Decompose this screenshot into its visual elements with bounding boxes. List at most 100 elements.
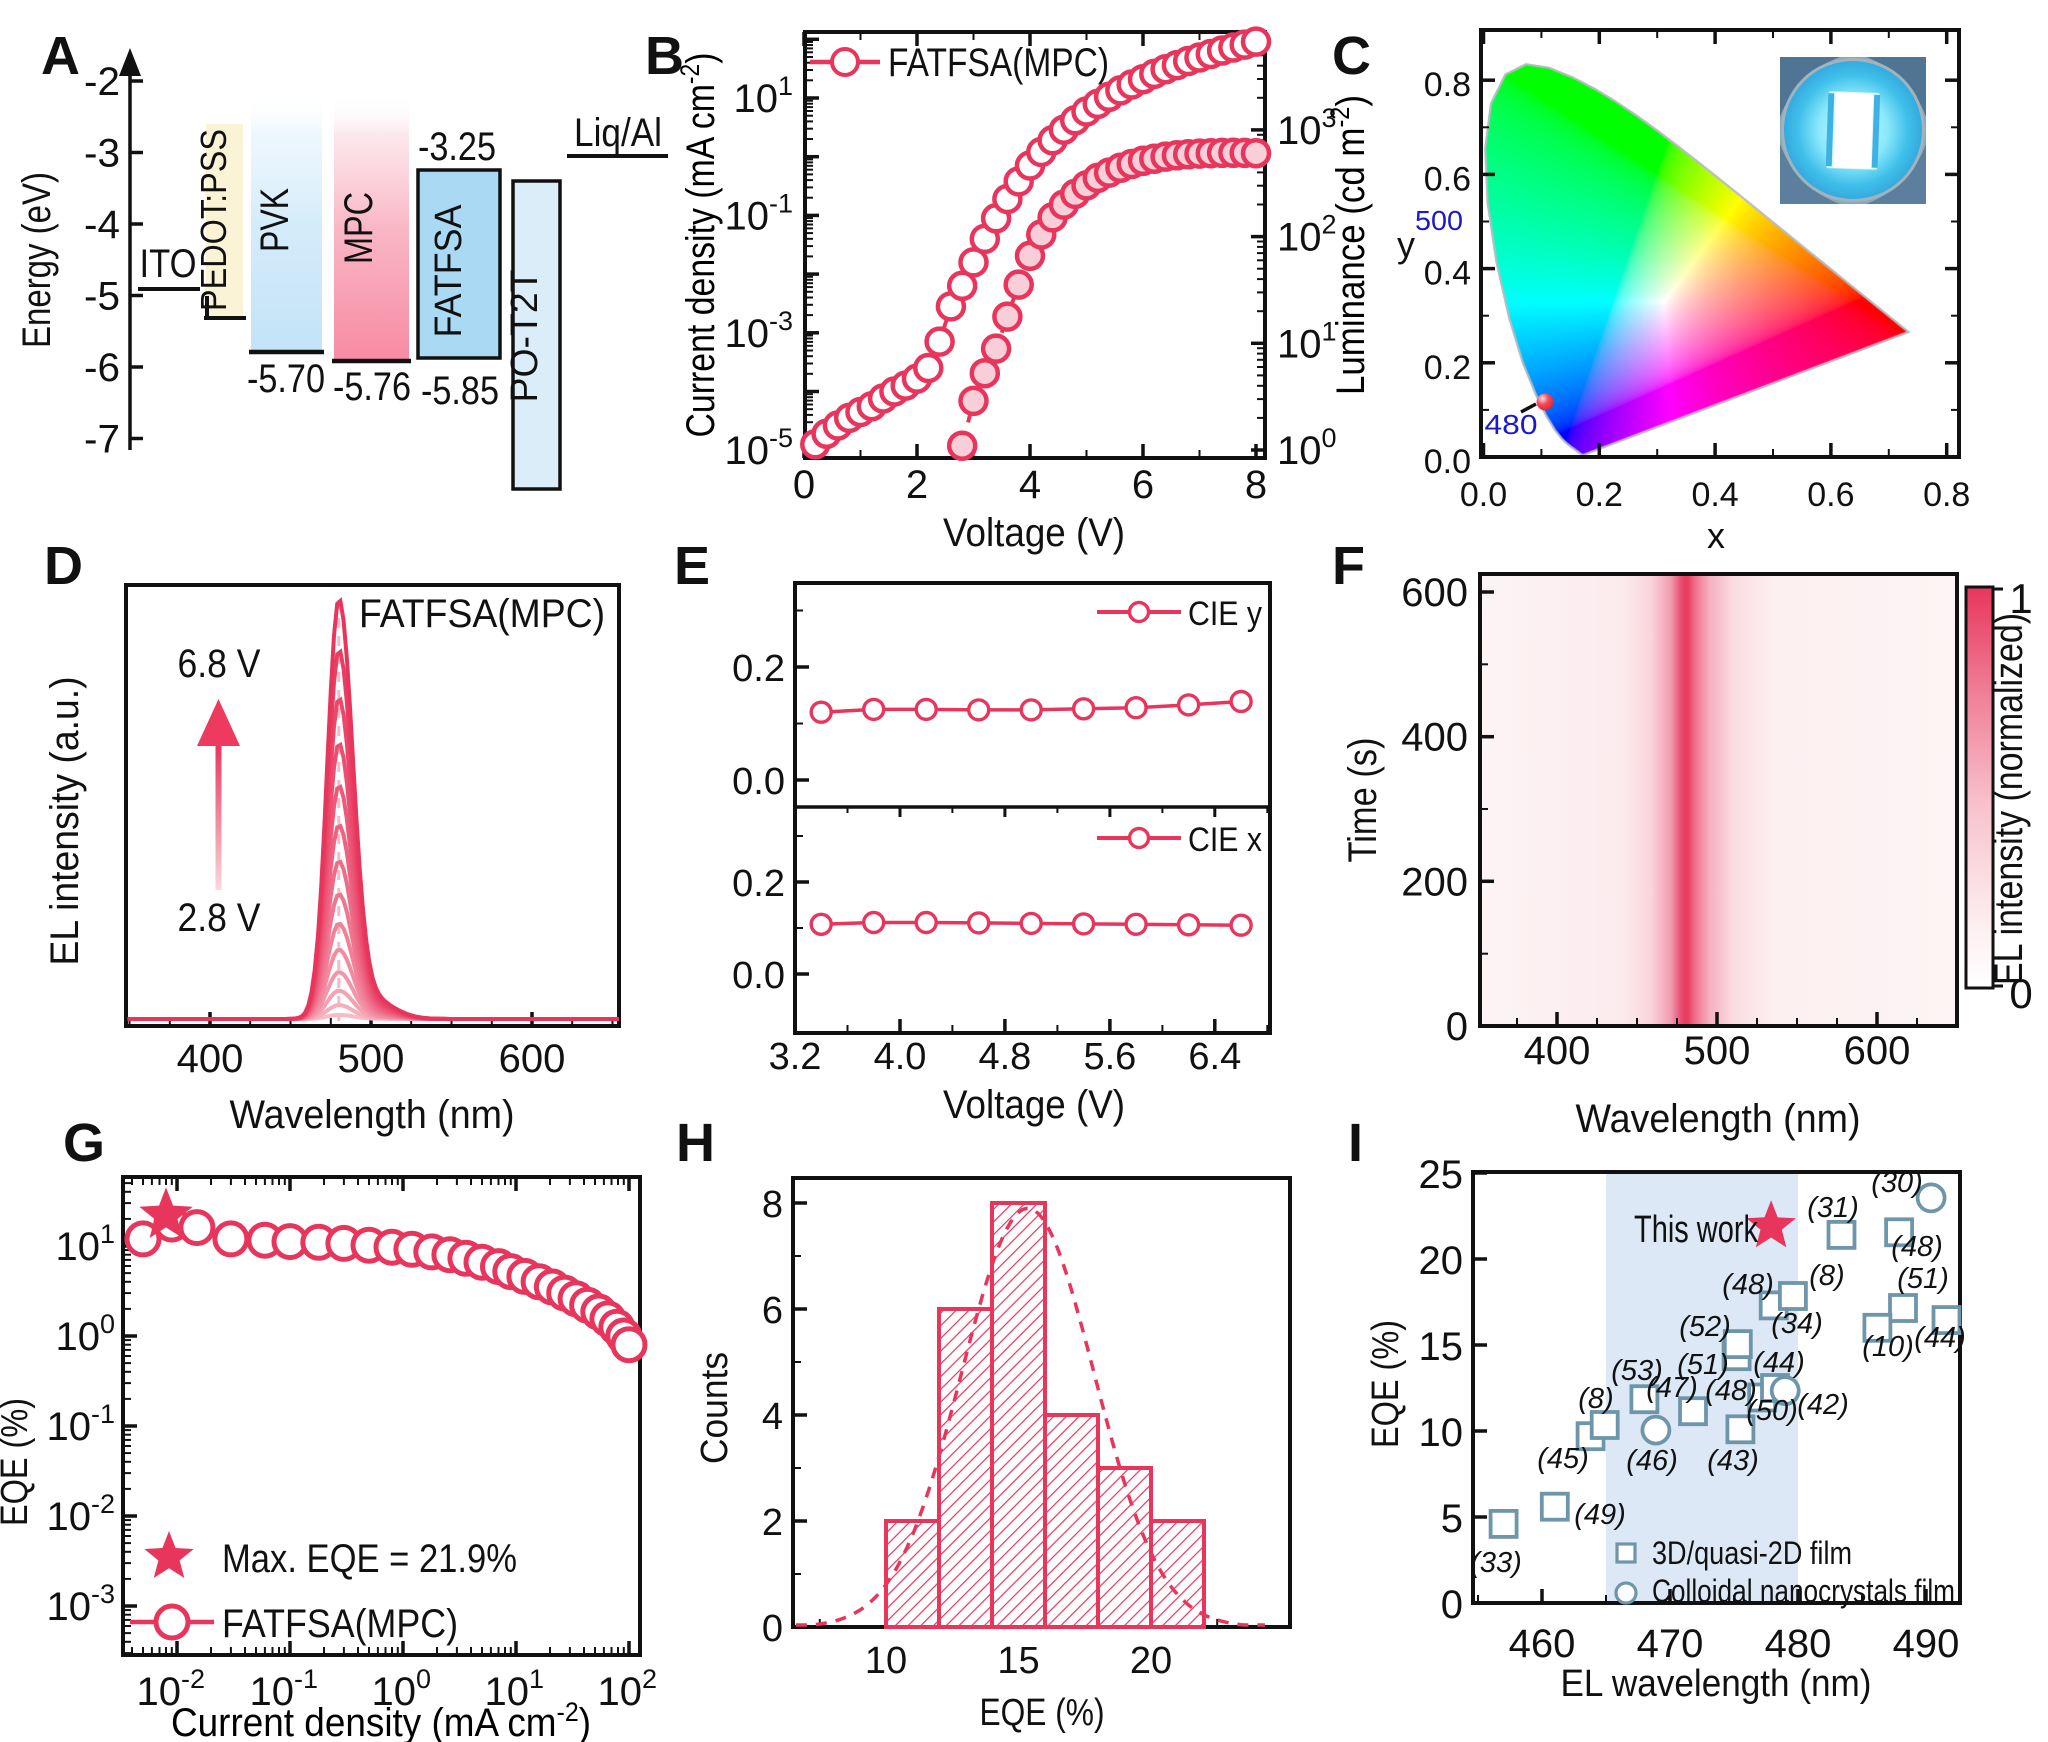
svg-text:(48): (48) <box>1722 1269 1774 1301</box>
svg-text:(46): (46) <box>1626 1445 1678 1477</box>
svg-text:CIE y: CIE y <box>1188 595 1262 633</box>
svg-text:(8): (8) <box>1809 1260 1844 1292</box>
svg-text:Time (s): Time (s) <box>1341 738 1385 863</box>
svg-text:Voltage (V): Voltage (V) <box>943 511 1125 555</box>
svg-text:600: 600 <box>499 1037 566 1081</box>
svg-text:8: 8 <box>1245 463 1267 507</box>
svg-text:2: 2 <box>762 1502 783 1544</box>
svg-text:102: 102 <box>597 1664 657 1714</box>
svg-text:(47): (47) <box>1646 1372 1698 1404</box>
svg-text:G: G <box>63 1113 105 1173</box>
svg-text:Max. EQE = 21.9%: Max. EQE = 21.9% <box>222 1537 517 1581</box>
svg-text:(48): (48) <box>1705 1375 1757 1407</box>
svg-text:EL intensity (a.u.): EL intensity (a.u.) <box>43 677 87 966</box>
svg-text:400: 400 <box>1524 1029 1591 1073</box>
svg-text:6: 6 <box>1132 463 1154 507</box>
svg-text:480: 480 <box>1485 409 1538 440</box>
svg-text:480: 480 <box>1765 1622 1832 1666</box>
svg-text:EQE (%): EQE (%) <box>980 1692 1105 1734</box>
svg-text:3D/quasi-2D film: 3D/quasi-2D film <box>1652 1535 1852 1571</box>
svg-text:Current density (mA cm-2): Current density (mA cm-2) <box>675 53 723 438</box>
svg-text:100: 100 <box>55 1309 115 1359</box>
svg-text:6.8 V: 6.8 V <box>178 642 261 686</box>
svg-text:0: 0 <box>762 1608 783 1650</box>
svg-text:-7: -7 <box>84 418 120 462</box>
svg-text:200: 200 <box>1401 860 1468 904</box>
svg-text:MPC: MPC <box>337 192 381 264</box>
svg-text:10-1: 10-1 <box>249 1664 318 1714</box>
svg-text:PO-T2T: PO-T2T <box>504 270 546 403</box>
svg-text:A: A <box>41 26 80 86</box>
svg-text:0.2: 0.2 <box>732 863 785 905</box>
svg-text:0.0: 0.0 <box>1424 443 1471 481</box>
svg-text:EQE (%): EQE (%) <box>0 1398 36 1526</box>
svg-text:Liq/Al: Liq/Al <box>574 111 662 155</box>
svg-text:Energy (eV): Energy (eV) <box>15 172 59 348</box>
svg-text:0.2: 0.2 <box>732 648 785 690</box>
svg-text:(43): (43) <box>1707 1445 1759 1477</box>
svg-text:10-3: 10-3 <box>46 1579 115 1629</box>
svg-text:0.2: 0.2 <box>1424 349 1471 387</box>
svg-text:4.8: 4.8 <box>978 1036 1031 1078</box>
svg-text:100: 100 <box>1277 423 1337 473</box>
svg-text:0: 0 <box>1441 1583 1463 1627</box>
svg-text:(50): (50) <box>1746 1395 1798 1427</box>
svg-text:(34): (34) <box>1771 1308 1823 1340</box>
svg-text:-3: -3 <box>84 132 120 176</box>
svg-text:3.2: 3.2 <box>769 1036 822 1078</box>
svg-text:This work: This work <box>1634 1209 1759 1251</box>
svg-text:102: 102 <box>1277 210 1337 260</box>
svg-text:(52): (52) <box>1679 1311 1731 1343</box>
svg-text:(44): (44) <box>1914 1322 1966 1354</box>
svg-text:E: E <box>674 536 710 596</box>
svg-text:FATFSA(MPC): FATFSA(MPC) <box>359 592 605 636</box>
svg-text:(53): (53) <box>1611 1355 1663 1387</box>
svg-text:460: 460 <box>1509 1622 1576 1666</box>
svg-text:C: C <box>1332 26 1371 86</box>
svg-text:10: 10 <box>1419 1411 1464 1455</box>
svg-text:20: 20 <box>1130 1640 1172 1682</box>
svg-text:FATFSA: FATFSA <box>428 204 470 338</box>
svg-text:0.8: 0.8 <box>1923 476 1970 514</box>
svg-text:6.4: 6.4 <box>1188 1036 1241 1078</box>
svg-text:0.4: 0.4 <box>1691 476 1738 514</box>
svg-text:(48): (48) <box>1891 1231 1943 1263</box>
svg-text:(44): (44) <box>1753 1347 1805 1379</box>
svg-text:(45): (45) <box>1537 1443 1589 1475</box>
svg-text:400: 400 <box>1401 716 1468 760</box>
svg-text:EL intensity (normalized): EL intensity (normalized) <box>1987 613 2031 985</box>
svg-text:0: 0 <box>1446 1005 1468 1049</box>
svg-text:500: 500 <box>1684 1029 1751 1073</box>
svg-text:1: 1 <box>2009 575 2032 622</box>
svg-text:10-3: 10-3 <box>724 306 793 356</box>
svg-text:500: 500 <box>338 1037 405 1081</box>
svg-text:Voltage (V): Voltage (V) <box>943 1083 1125 1127</box>
svg-text:-2: -2 <box>84 60 120 104</box>
svg-text:4.0: 4.0 <box>874 1036 927 1078</box>
svg-text:8: 8 <box>762 1184 783 1226</box>
svg-text:H: H <box>676 1113 715 1173</box>
svg-text:FATFSA(MPC): FATFSA(MPC) <box>222 1602 458 1646</box>
svg-text:Wavelength (nm): Wavelength (nm) <box>1576 1097 1861 1141</box>
svg-text:470: 470 <box>1637 1622 1704 1666</box>
svg-text:6: 6 <box>762 1290 783 1332</box>
svg-text:B: B <box>645 26 684 86</box>
svg-text:PEDOT:PSS: PEDOT:PSS <box>193 129 234 311</box>
svg-text:ITO: ITO <box>140 242 197 286</box>
svg-text:0.6: 0.6 <box>1424 160 1471 198</box>
svg-text:-5.70: -5.70 <box>247 357 325 401</box>
svg-text:-5.85: -5.85 <box>421 369 499 413</box>
svg-text:CIE x: CIE x <box>1188 821 1262 859</box>
svg-text:0: 0 <box>2009 970 2032 1017</box>
svg-text:0: 0 <box>793 463 815 507</box>
svg-text:4: 4 <box>1019 463 1041 507</box>
svg-text:Current density (mA cm-2): Current density (mA cm-2) <box>171 1697 591 1742</box>
svg-text:(30): (30) <box>1871 1167 1923 1199</box>
svg-text:EL wavelength (nm): EL wavelength (nm) <box>1561 1663 1872 1705</box>
svg-text:0.0: 0.0 <box>1460 476 1507 514</box>
svg-text:(8): (8) <box>1578 1383 1613 1415</box>
svg-text:5.6: 5.6 <box>1083 1036 1136 1078</box>
svg-text:0.2: 0.2 <box>1576 476 1623 514</box>
svg-text:(10): (10) <box>1862 1331 1914 1363</box>
svg-text:10-1: 10-1 <box>46 1399 115 1449</box>
